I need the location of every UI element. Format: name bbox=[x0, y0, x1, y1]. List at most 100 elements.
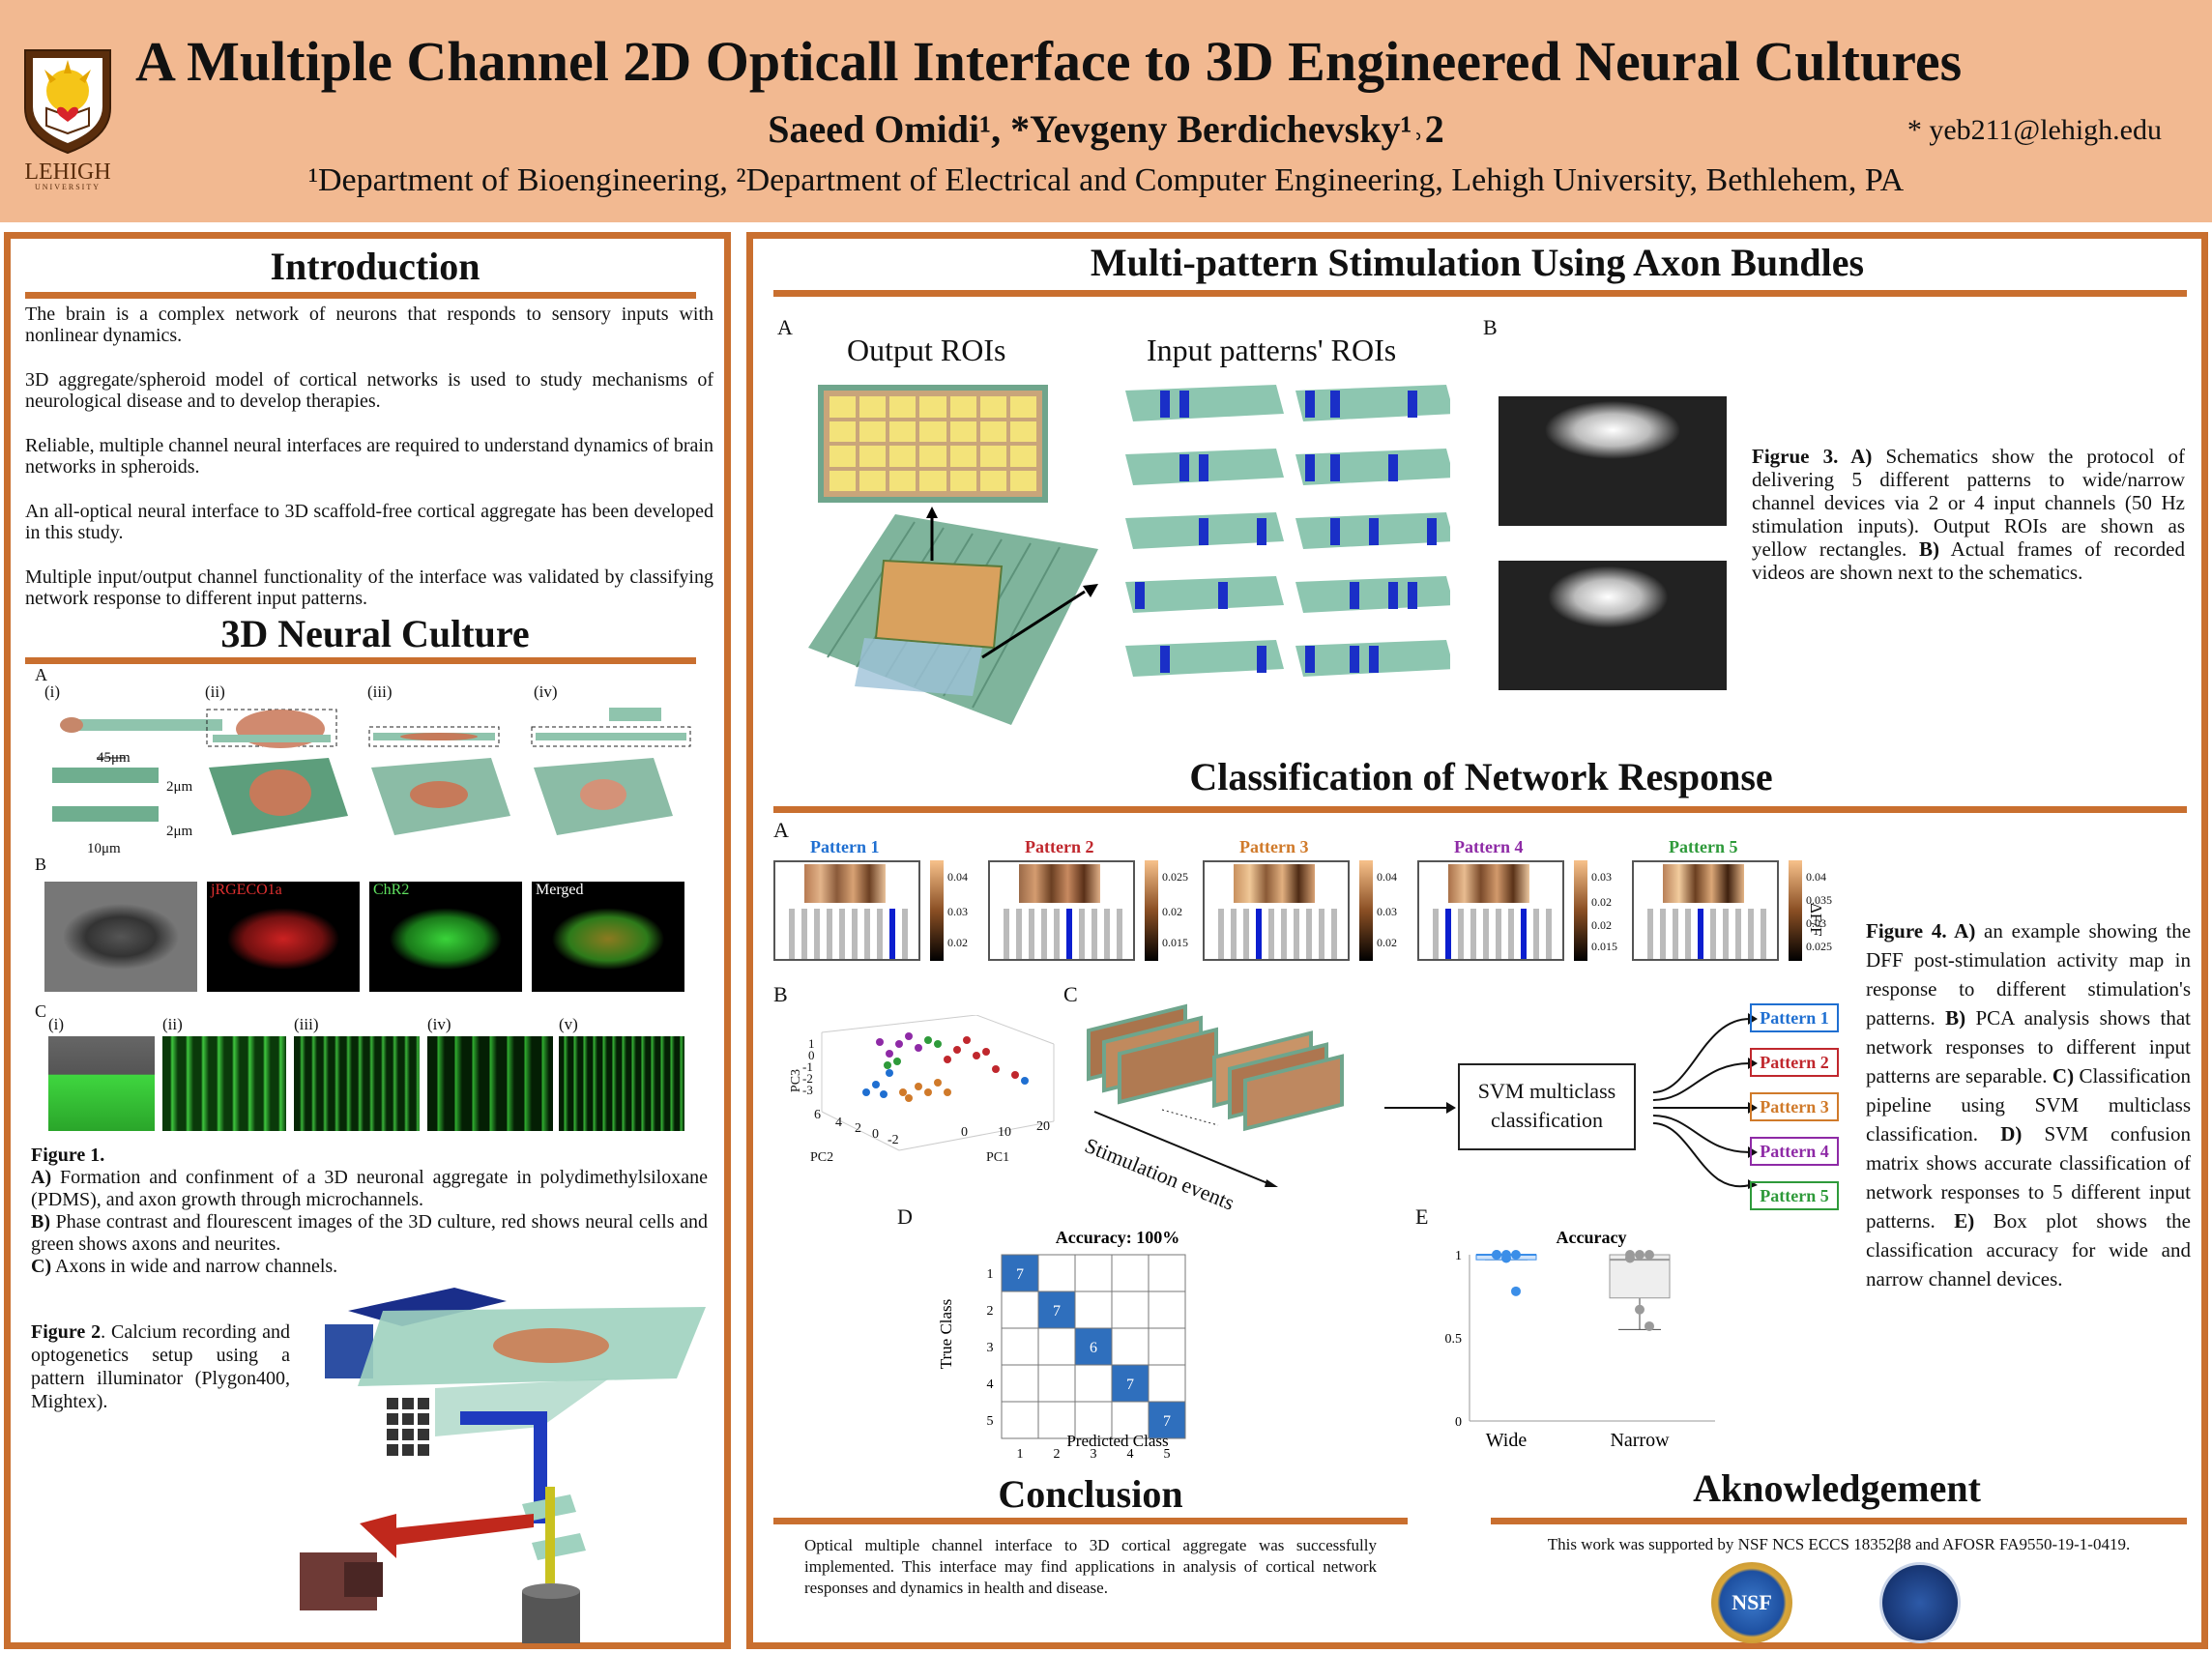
pattern-map-frame bbox=[773, 860, 920, 961]
ack-title: Aknowledgement bbox=[1693, 1466, 1981, 1510]
fig4-key: Figure 4 bbox=[1866, 919, 1942, 942]
fig4-b-key: B) bbox=[1945, 1006, 1966, 1030]
pca-pc2-tick: 0 bbox=[872, 1127, 879, 1142]
cm-xtick-label: 2 bbox=[1054, 1447, 1061, 1460]
cm-cell bbox=[1074, 1290, 1113, 1329]
fig3-caption: Figrue 3. A) Schematics show the protoco… bbox=[1752, 445, 2185, 584]
activity-map bbox=[804, 864, 886, 903]
intro-paragraph: The brain is a complex network of neuron… bbox=[25, 304, 713, 346]
box-iqr bbox=[1609, 1254, 1671, 1299]
classification-title: Classification of Network Response bbox=[1189, 755, 1773, 798]
box-point bbox=[1625, 1253, 1635, 1263]
cm-cell bbox=[1001, 1401, 1039, 1439]
input-rois-label: Input patterns' ROIs bbox=[1147, 333, 1397, 367]
fig1-sub-ii: (ii) bbox=[205, 682, 225, 701]
svm-classifier-box: SVM multiclass classification bbox=[1458, 1063, 1636, 1150]
fig4-b-text: PCA analysis shows that network response… bbox=[1866, 1006, 2191, 1088]
fig1-panel-c-label: C bbox=[35, 1001, 47, 1021]
fig1-caption: Figure 1. A) Formation and confinment of… bbox=[31, 1145, 708, 1278]
pca-pc3-tick: 1 bbox=[808, 1036, 815, 1051]
fig4-panel-d-label: D bbox=[897, 1204, 913, 1229]
pattern-output-1: Pattern 1 bbox=[1750, 1003, 1839, 1032]
stim-channel-bar bbox=[1066, 909, 1072, 959]
cm-value-label: 7 bbox=[1016, 1266, 1024, 1283]
fig4-c-key: C) bbox=[2052, 1064, 2075, 1088]
cm-ytick-label: 4 bbox=[987, 1378, 994, 1392]
cm-cell bbox=[1148, 1401, 1186, 1439]
dim-2um-top: 2μm bbox=[166, 779, 193, 795]
box-point bbox=[1635, 1304, 1644, 1315]
poster-header bbox=[0, 0, 2212, 222]
intro-rule bbox=[25, 292, 696, 299]
stim-channel-bar bbox=[1256, 909, 1262, 959]
stim-channel-bar bbox=[889, 909, 895, 959]
fig4-d-text: SVM confusion matrix shows accurate clas… bbox=[1866, 1122, 2192, 1232]
fig3-panel-a-label: A bbox=[777, 315, 793, 339]
cm-value-label: 7 bbox=[1126, 1377, 1134, 1393]
cm-xlabel: Predicted Class bbox=[1066, 1432, 1168, 1450]
pca-pc3-tick: -2 bbox=[802, 1071, 813, 1086]
cm-cell bbox=[1037, 1364, 1076, 1403]
logo-text: LEHIGH bbox=[24, 160, 111, 185]
pattern-map-frame bbox=[1203, 860, 1350, 961]
fig2-caption: Figure 2. Calcium recording and optogene… bbox=[31, 1320, 290, 1413]
pca-pc1-label: PC1 bbox=[986, 1150, 1010, 1165]
fig3-panel-b-label: B bbox=[1483, 315, 1498, 339]
box-title: Accuracy bbox=[1557, 1228, 1627, 1247]
cm-xtick-label: 4 bbox=[1127, 1447, 1134, 1460]
fig1-c-key: C) bbox=[31, 1256, 52, 1277]
conclusion-rule bbox=[773, 1518, 1408, 1524]
cm-title: Accuracy: 100% bbox=[1056, 1228, 1179, 1247]
colorbar bbox=[1359, 860, 1373, 961]
pattern-map-3: Pattern 3 0.04 0.03 0.02 bbox=[1203, 835, 1415, 963]
box-point bbox=[1635, 1250, 1644, 1260]
box-point bbox=[1511, 1286, 1521, 1296]
box-category-label: Wide bbox=[1486, 1430, 1528, 1451]
colorbar-tick: 0.025 bbox=[1162, 870, 1188, 884]
pattern-map-label: Pattern 2 bbox=[1025, 837, 1094, 856]
conclusion-title: Conclusion bbox=[998, 1472, 1183, 1516]
colorbar-tick: 0.03 bbox=[1806, 916, 1826, 930]
pca-pc1-tick: 0 bbox=[961, 1125, 968, 1140]
axon-image-iv bbox=[427, 1036, 553, 1131]
fig1c-sub-v: (v) bbox=[559, 1015, 578, 1033]
fig4-e-key: E) bbox=[1954, 1209, 1975, 1232]
pattern-map-1: Pattern 1 0.04 0.03 0.02 bbox=[773, 835, 986, 963]
fig4-panel-a-label: A bbox=[773, 818, 789, 842]
ack-rule bbox=[1491, 1518, 2187, 1524]
fig4-a-text: an example showing the DFF post-stimulat… bbox=[1866, 919, 2192, 1030]
cm-cell bbox=[1037, 1254, 1076, 1292]
colorbar-tick: 0.02 bbox=[947, 936, 968, 949]
colorbar-tick: 0.02 bbox=[1591, 918, 1612, 932]
fig4-a-key: . A) bbox=[1941, 919, 1976, 942]
fig1c-sub-i: (i) bbox=[48, 1015, 65, 1033]
activity-map bbox=[1448, 864, 1529, 903]
fig1-sub-iii: (iii) bbox=[367, 682, 393, 701]
intro-title: Introduction bbox=[270, 245, 480, 288]
box-ytick-label: 0 bbox=[1455, 1415, 1462, 1430]
cm-cell bbox=[1111, 1401, 1150, 1439]
pca-pc2-tick: 2 bbox=[855, 1121, 861, 1136]
box-point bbox=[1501, 1253, 1511, 1263]
colorbar bbox=[1789, 860, 1802, 961]
cm-cell bbox=[1111, 1290, 1150, 1329]
pca-pc2-tick: -2 bbox=[888, 1133, 899, 1147]
nsf-logo-text: NSF bbox=[1732, 1590, 1772, 1614]
fig1c-sub-iii: (iii) bbox=[294, 1015, 319, 1033]
pattern-map-2: Pattern 2 0.025 0.02 0.015 bbox=[988, 835, 1201, 963]
cm-ytick-label: 5 bbox=[987, 1414, 994, 1429]
box-category-label: Narrow bbox=[1610, 1430, 1670, 1451]
pattern-output-2: Pattern 2 bbox=[1750, 1048, 1839, 1077]
cm-cell bbox=[1111, 1364, 1150, 1403]
box-point bbox=[1644, 1250, 1654, 1260]
contact-email[interactable]: * yeb211@lehigh.edu bbox=[1906, 114, 2162, 146]
logo-subtext: UNIVERSITY bbox=[35, 183, 101, 191]
ack-text: This work was supported by NSF NCS ECCS … bbox=[1547, 1535, 2131, 1553]
merged-label: Merged bbox=[536, 882, 584, 898]
confusion-matrix-chart: Accuracy: 100% 7 1 1 7 2 2 6 3 3 7 4 4 7 5 5 Predicted… bbox=[937, 1228, 1186, 1460]
cm-ytick-label: 2 bbox=[987, 1304, 994, 1319]
fig4-e-text: Box plot shows the classification accura… bbox=[1866, 1209, 2191, 1290]
fig3-a-text: Schematics show the protocol of deliveri… bbox=[1752, 445, 2185, 561]
input-patterns-grid bbox=[1121, 381, 1454, 715]
colorbar-tick: 0.025 bbox=[1806, 940, 1832, 953]
